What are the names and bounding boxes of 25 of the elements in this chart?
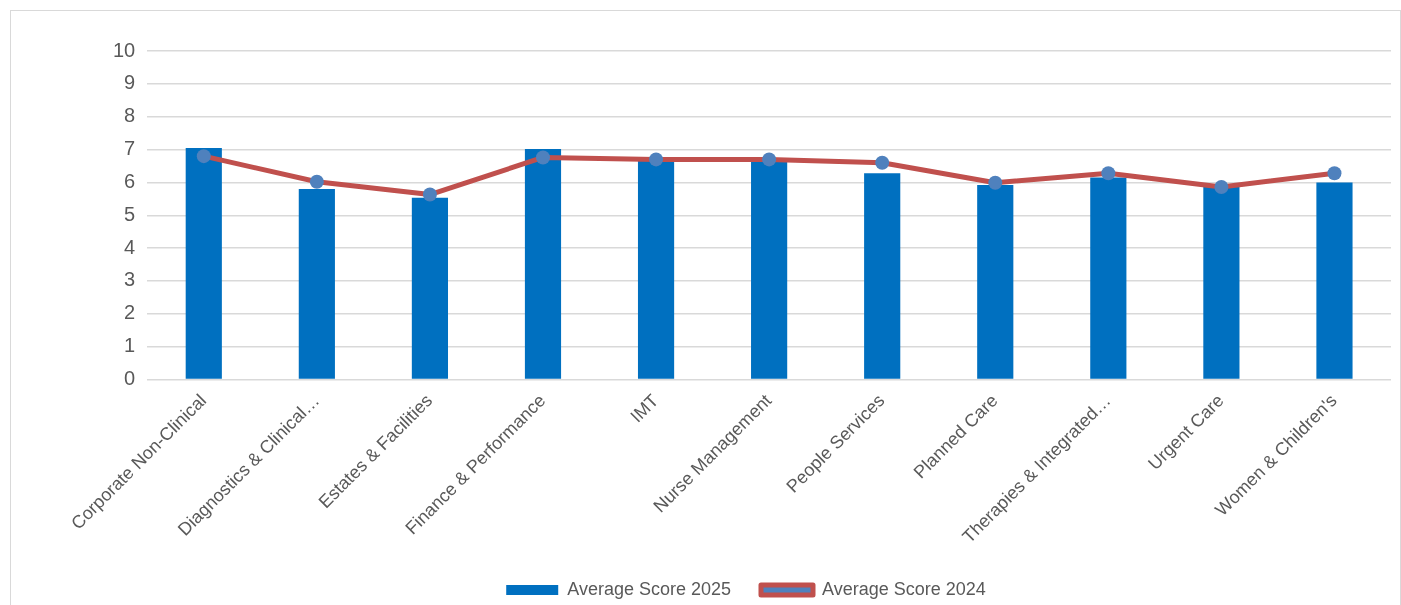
bar [524,148,562,379]
y-tick-label: 2 [124,301,136,324]
x-tick-label: IMT [626,390,663,427]
legend-label: Average Score 2024 [822,578,986,599]
y-tick-label: 0 [124,367,136,390]
y-tick-label: 3 [124,268,136,291]
y-tick-label: 4 [124,235,136,258]
y-tick-label: 5 [124,202,136,225]
bar [298,188,335,379]
bar [637,159,675,379]
bar [751,159,788,379]
y-tick-label: 7 [124,137,136,160]
bar [185,147,222,379]
bar [1203,187,1240,379]
bar [977,185,1014,379]
bar [1316,182,1353,379]
bar [1090,177,1127,379]
y-tick-label: 1 [124,334,136,357]
bar [864,173,901,379]
legend-label: Average Score 2025 [567,578,732,599]
y-tick-label: 6 [124,169,136,192]
y-tick-label: 9 [124,71,136,94]
y-tick-label: 8 [124,104,136,127]
bar [411,197,449,379]
y-tick-label: 10 [113,38,136,61]
